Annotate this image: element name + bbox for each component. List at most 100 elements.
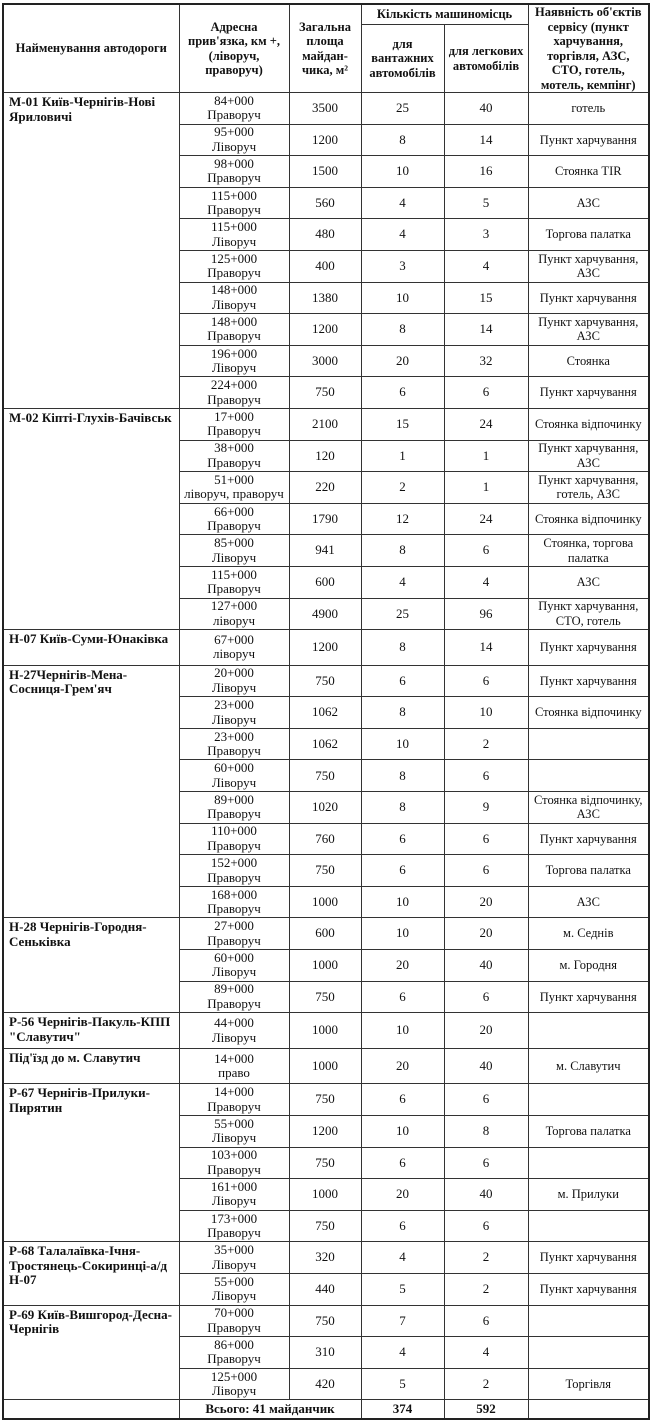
total-trucks: 374 — [360, 1399, 445, 1420]
truck-spaces-cell: 6 — [360, 1209, 445, 1243]
service-cell: Пункт харчування, СТО, готель — [527, 597, 650, 631]
km-marker: 98+000 — [214, 155, 254, 171]
road-name: Р-56 Чернігів-Пакуль-КПП "Славутич" — [2, 1012, 180, 1049]
area-cell: 2100 — [288, 407, 362, 441]
truck-spaces-cell: 12 — [360, 502, 445, 536]
car-spaces-cell: 40 — [443, 92, 529, 125]
header-trucks: для вантажних автомобілів — [360, 24, 445, 93]
address-cell: 168+000 Праворуч — [178, 885, 290, 919]
area-cell: 440 — [288, 1272, 362, 1306]
table-row: 86+000 Праворуч 310 4 4 — [3, 1336, 650, 1369]
service-cell: Стоянка, торгова палатка — [527, 534, 650, 567]
km-marker: 168+000 — [210, 886, 258, 902]
area-cell: 1000 — [288, 1047, 362, 1085]
area-cell: 1000 — [288, 949, 362, 982]
car-spaces-cell: 10 — [443, 696, 529, 729]
table-row: 89+000 Праворуч 750 6 6 Пункт харчування — [3, 980, 650, 1014]
table-row: 196+000 Ліворуч 3000 20 32 Стоянка — [3, 344, 650, 378]
area-cell: 750 — [288, 1209, 362, 1243]
total-empty-service — [527, 1399, 650, 1420]
road-name: Р-69 Київ-Вишгород-Десна-Чернігів — [2, 1304, 180, 1401]
service-cell: м. Славутич — [527, 1047, 650, 1085]
header-road: Найменування автодороги — [2, 3, 180, 93]
side: Ліворуч — [211, 233, 257, 249]
service-cell: Пункт харчування, АЗС — [527, 249, 650, 283]
table-row: 66+000 Праворуч 1790 12 24 Стоянка відпочинку — [3, 502, 650, 536]
car-spaces-cell: 4 — [443, 1336, 529, 1369]
table-row: 60+000 Ліворуч 750 8 6 — [3, 759, 650, 793]
table-row: 89+000 Праворуч 1020 8 9 Стоянка відпочинку, … — [3, 791, 650, 824]
truck-spaces-cell: 10 — [360, 917, 445, 951]
side: Праворуч — [207, 1225, 261, 1241]
service-cell — [527, 1146, 650, 1180]
area-cell: 320 — [288, 1241, 362, 1274]
car-spaces-cell: 14 — [443, 123, 529, 157]
area-cell: 941 — [288, 534, 362, 567]
km-marker: 115+000 — [211, 187, 257, 203]
car-spaces-cell: 6 — [443, 1146, 529, 1180]
truck-spaces-cell: 8 — [360, 313, 445, 346]
km-marker: 161+000 — [210, 1178, 258, 1194]
address-cell: 110+000 Праворуч — [178, 822, 290, 856]
table-row: 23+000 Ліворуч 1062 8 10 Стоянка відпочинку — [3, 696, 650, 729]
address-cell: 60+000 Ліворуч — [178, 759, 290, 793]
service-cell: АЗС — [527, 885, 650, 919]
car-spaces-cell: 5 — [443, 186, 529, 220]
side: Праворуч — [207, 454, 261, 470]
area-cell: 1200 — [288, 123, 362, 157]
km-marker: 38+000 — [214, 440, 254, 456]
table-row: 60+000 Ліворуч 1000 20 40 м. Городня — [3, 949, 650, 982]
car-spaces-cell: 6 — [443, 534, 529, 567]
service-cell: Стоянка відпочинку, АЗС — [527, 791, 650, 824]
table-row: 55+000 Ліворуч 1200 10 8 Торгова палатка — [3, 1115, 650, 1148]
km-marker: 23+000 — [214, 728, 254, 744]
address-cell: 89+000 Праворуч — [178, 980, 290, 1014]
address-cell: 51+000 ліворуч, праворуч — [178, 471, 290, 504]
car-spaces-cell: 2 — [443, 727, 529, 761]
car-spaces-cell: 15 — [443, 281, 529, 315]
side: Праворуч — [207, 743, 261, 759]
side: Праворуч — [207, 170, 261, 186]
truck-spaces-cell: 6 — [360, 664, 445, 698]
address-cell: 66+000 Праворуч — [178, 502, 290, 536]
truck-spaces-cell: 4 — [360, 1241, 445, 1274]
service-cell — [527, 759, 650, 793]
car-spaces-cell: 1 — [443, 439, 529, 473]
side: Праворуч — [207, 518, 261, 534]
service-cell: Пункт харчування — [527, 1241, 650, 1274]
side: Ліворуч — [211, 1029, 257, 1045]
truck-spaces-cell: 20 — [360, 949, 445, 982]
service-cell: Пункт харчування, готель, АЗС — [527, 471, 650, 504]
car-spaces-cell: 96 — [443, 597, 529, 631]
table-row: 152+000 Праворуч 750 6 6 Торгова палатка — [3, 854, 650, 887]
km-marker: 35+000 — [214, 1242, 254, 1258]
service-cell: Пункт харчування — [527, 822, 650, 856]
car-spaces-cell: 32 — [443, 344, 529, 378]
total-cars: 592 — [443, 1399, 529, 1420]
area-cell: 1000 — [288, 1012, 362, 1049]
side: Праворуч — [207, 1319, 261, 1335]
table-row: 148+000 Праворуч 1200 8 14 Пункт харчування, … — [3, 313, 650, 346]
truck-spaces-cell: 7 — [360, 1304, 445, 1338]
car-spaces-cell: 6 — [443, 1304, 529, 1338]
service-cell: Торгова палатка — [527, 218, 650, 251]
area-cell: 310 — [288, 1336, 362, 1369]
table-row: 38+000 Праворуч 120 1 1 Пункт харчування, АЗС — [3, 439, 650, 473]
table-row: 95+000 Ліворуч 1200 8 14 Пункт харчування — [3, 123, 650, 157]
truck-spaces-cell: 8 — [360, 534, 445, 567]
side: Ліворуч — [211, 296, 257, 312]
car-spaces-cell: 6 — [443, 376, 529, 409]
table-row: 173+000 Праворуч 750 6 6 — [3, 1209, 650, 1243]
address-cell: 95+000 Ліворуч — [178, 123, 290, 157]
area-cell: 1200 — [288, 629, 362, 666]
area-cell: 750 — [288, 1146, 362, 1180]
side: Праворуч — [207, 107, 261, 123]
truck-spaces-cell: 5 — [360, 1272, 445, 1306]
car-spaces-cell: 14 — [443, 629, 529, 666]
road-name: Н-28 Чернігів-Городня-Сеньківка — [2, 917, 180, 1014]
km-marker: 60+000 — [214, 949, 254, 965]
address-cell: 98+000 Праворуч — [178, 155, 290, 188]
area-cell: 750 — [288, 759, 362, 793]
car-spaces-cell: 3 — [443, 218, 529, 251]
table-row: 168+000 Праворуч 1000 10 20 АЗС — [3, 885, 650, 919]
